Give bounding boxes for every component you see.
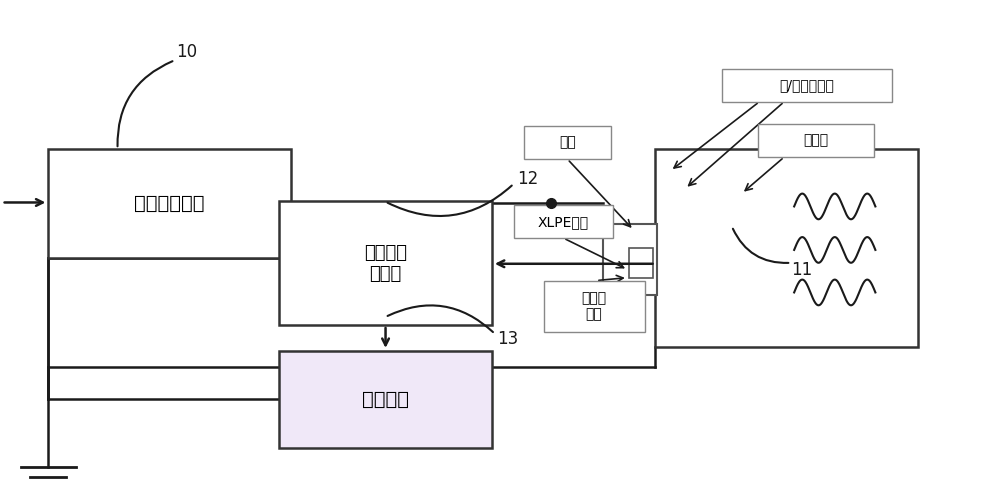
Bar	[524, 126, 611, 159]
Text: 12: 12	[517, 170, 538, 188]
Text: 11: 11	[791, 261, 812, 279]
Bar	[629, 248, 653, 278]
Text: XLPE绝缘: XLPE绝缘	[538, 215, 589, 229]
Text: 控制电脑: 控制电脑	[362, 390, 409, 409]
Bar	[48, 149, 291, 258]
Text: 微弱电流
检测计: 微弱电流 检测计	[364, 244, 407, 283]
Text: 外护套: 外护套	[803, 134, 829, 148]
Bar	[758, 124, 874, 157]
Text: 内/外半导体层: 内/外半导体层	[780, 79, 834, 92]
Bar	[514, 205, 613, 238]
Bar	[722, 69, 892, 102]
Bar	[279, 202, 492, 325]
Text: 直流高压电源: 直流高压电源	[134, 194, 205, 213]
Text: 13: 13	[497, 330, 518, 348]
Bar	[544, 281, 645, 332]
Text: 10: 10	[176, 43, 197, 61]
Bar	[279, 351, 492, 447]
Text: 线芯: 线芯	[559, 136, 576, 150]
Bar	[603, 224, 657, 295]
Text: 金属屏
蔽层: 金属屏 蔽层	[581, 291, 607, 322]
Bar	[655, 149, 918, 347]
